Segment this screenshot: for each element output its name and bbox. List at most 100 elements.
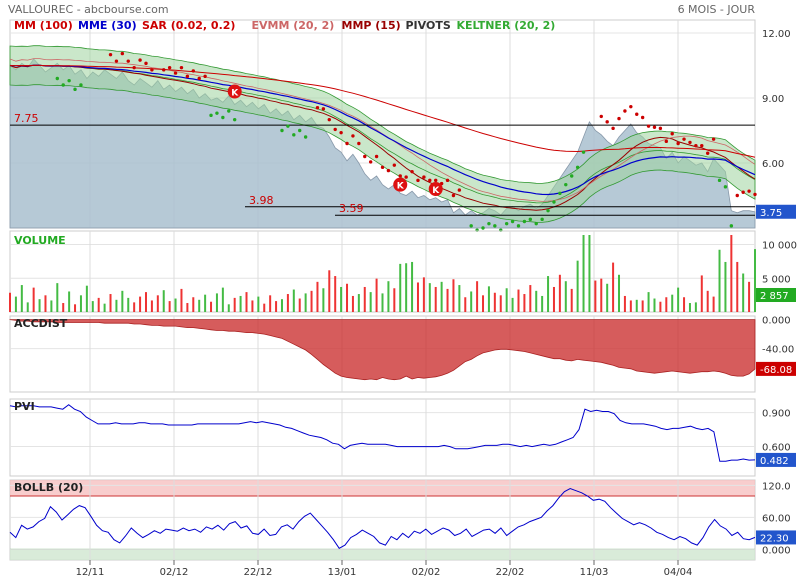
sar-dot	[705, 151, 710, 155]
volume-bar	[298, 298, 301, 312]
volume-bar	[233, 297, 236, 312]
volume-bar	[150, 300, 153, 312]
sar-dot	[108, 52, 113, 57]
volume-bar	[665, 297, 668, 312]
sar-dot	[729, 224, 734, 228]
volume-bar	[612, 262, 615, 312]
sar-dot	[209, 113, 213, 118]
sar-dot	[700, 143, 704, 148]
sar-dot	[528, 217, 533, 222]
volume-bar	[121, 290, 124, 312]
sar-dot	[640, 115, 645, 120]
sar-dot	[552, 200, 556, 204]
accdist-tick-label: 0.000	[762, 316, 791, 327]
volume-bar	[26, 302, 29, 312]
volume-bar	[50, 300, 53, 312]
pvi-last-value: 0.482	[760, 456, 789, 467]
volume-bar	[440, 281, 443, 312]
volume-bar	[511, 297, 514, 312]
k-marker	[227, 84, 242, 99]
volume-bar	[74, 304, 77, 312]
sar-dot	[345, 141, 349, 146]
sar-dot	[232, 117, 237, 122]
sar-dot	[197, 76, 201, 81]
volume-bar	[204, 294, 207, 312]
volume-last-value: 2 857	[760, 291, 789, 302]
sar-dot	[516, 224, 521, 228]
volume-bar	[103, 303, 106, 312]
sar-dot	[723, 185, 728, 189]
x-tick-label: 22/12	[244, 567, 273, 578]
sar-dot	[61, 83, 65, 87]
volume-bar	[115, 299, 118, 312]
sar-dot	[227, 109, 231, 113]
sar-dot	[339, 130, 343, 135]
volume-bar	[582, 235, 585, 312]
sar-dot	[185, 74, 190, 79]
accdist-title: ACCDIST	[14, 317, 68, 330]
bollb-last-value-bg	[756, 530, 796, 545]
sar-dot	[150, 68, 154, 72]
volume-bar	[428, 283, 431, 312]
volume-bar	[351, 295, 354, 312]
volume-bar	[535, 290, 538, 312]
indicator-legend-item: EVMM (20, 2)	[252, 19, 335, 32]
sar-dot	[404, 175, 408, 179]
volume-bar	[694, 302, 697, 312]
volume-bar	[381, 293, 384, 312]
sar-dot	[374, 154, 379, 159]
volume-bar	[257, 296, 260, 312]
volume-bar	[357, 294, 360, 312]
sar-dot	[741, 190, 745, 194]
price-tick-label: 6.00	[762, 159, 784, 170]
sar-dot	[422, 175, 426, 179]
bollb-lower-zone	[10, 549, 755, 560]
volume-bar	[168, 301, 171, 312]
sar-dot	[469, 224, 473, 228]
indicator-legend-item: MM (100)	[14, 19, 73, 32]
bollb-tick-label: 120.0	[762, 481, 791, 492]
volume-bar	[162, 290, 165, 312]
volume-tick-label: 5 000	[762, 274, 791, 285]
volume-bar	[641, 300, 644, 312]
volume-bar	[9, 292, 11, 312]
x-tick-label: 02/02	[412, 567, 441, 578]
sar-dot	[629, 104, 633, 109]
volume-bar	[606, 283, 609, 312]
volume-bar	[62, 303, 65, 312]
volume-bar	[133, 302, 136, 312]
bollb-tick-label: 0.000	[762, 545, 791, 556]
volume-bar	[322, 288, 325, 312]
volume-bar	[688, 303, 691, 312]
indicator-legend-item: PIVOTS	[406, 19, 451, 32]
sar-dot	[114, 59, 119, 63]
volume-bar	[547, 276, 550, 312]
sar-dot	[398, 174, 402, 178]
volume-bar	[623, 295, 626, 312]
x-tick-label: 04/04	[664, 567, 693, 578]
bollb-tick-label: 60.00	[762, 513, 791, 524]
accdist-last-value: -68.08	[760, 365, 792, 376]
sar-dot	[428, 178, 432, 183]
volume-bar	[600, 278, 603, 312]
price-last-value: 3.75	[760, 208, 782, 219]
sar-dot	[215, 111, 219, 115]
sar-dot	[735, 193, 739, 198]
volume-bar	[541, 295, 544, 312]
sar-dot	[126, 59, 130, 63]
x-tick-label: 12/11	[76, 567, 105, 578]
sar-dot	[132, 65, 136, 70]
sar-dot	[416, 178, 420, 183]
sar-dot	[327, 117, 331, 122]
sar-dot	[351, 134, 355, 138]
volume-bar	[44, 295, 47, 312]
volume-bar	[505, 288, 508, 312]
volume-bar	[186, 303, 189, 312]
sar-dot	[138, 58, 142, 62]
pvi-panel-frame	[9, 398, 756, 477]
indicator-legend-item: MMP (15)	[342, 19, 401, 32]
volume-bar	[434, 286, 437, 312]
sar-dot	[635, 112, 639, 116]
volume-bar	[192, 297, 195, 312]
